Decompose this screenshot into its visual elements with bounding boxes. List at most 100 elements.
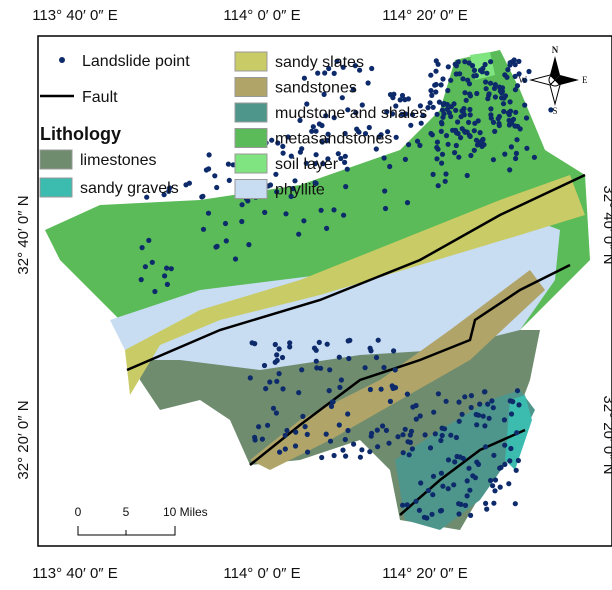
landslide-point [472, 148, 477, 153]
landslide-point [446, 457, 451, 462]
landslide-point [430, 492, 435, 497]
landslide-point [410, 404, 415, 409]
legend-swatch [235, 180, 267, 199]
landslide-point [435, 140, 440, 145]
landslide-point [433, 69, 438, 74]
landslide-point [506, 481, 511, 486]
right-label: 32° 40′ 0″ N [600, 185, 612, 264]
landslide-point [384, 428, 389, 433]
landslide-point [439, 471, 444, 476]
landslide-point [332, 71, 337, 76]
landslide-point [327, 367, 332, 372]
landslide-point [502, 462, 507, 467]
landslide-point [488, 81, 493, 86]
landslide-point [337, 355, 342, 360]
landslide-point [300, 414, 305, 419]
landslide-point [458, 135, 463, 140]
landslide-point [263, 386, 268, 391]
landslide-point [400, 503, 405, 508]
landslide-point [473, 475, 478, 480]
scale-label: 5 [123, 505, 130, 519]
landslide-point [312, 346, 317, 351]
landslide-point [319, 123, 324, 128]
top-label: 113° 40′ 0″ E [32, 7, 118, 24]
landslide-point [452, 459, 457, 464]
landslide-point [256, 424, 261, 429]
landslide-point [483, 79, 488, 84]
landslide-point [224, 238, 229, 243]
landslide-point [514, 151, 519, 156]
landslide-point [406, 142, 411, 147]
landslide-point [467, 107, 472, 112]
landslide-point [277, 371, 282, 376]
landslide-point [393, 367, 398, 372]
landslide-point [491, 501, 496, 506]
landslide-point [329, 404, 334, 409]
landslide-point [319, 208, 324, 213]
landslide-point [164, 266, 169, 271]
landslide-point [456, 511, 461, 516]
landslide-point [212, 173, 217, 178]
landslide-point [482, 389, 487, 394]
landslide-point [512, 57, 517, 62]
landslide-point [465, 478, 470, 483]
landslide-point [438, 438, 443, 443]
landslide-point [239, 219, 244, 224]
landslide-point [472, 68, 477, 73]
landslide-point [303, 424, 308, 429]
landslide-point [388, 399, 393, 404]
landslide-point [491, 120, 496, 125]
legend-title: Lithology [40, 124, 121, 144]
landslide-point [488, 478, 493, 483]
landslide-point [431, 410, 436, 415]
landslide-point [443, 179, 448, 184]
landslide-point [468, 112, 473, 117]
landslide-point [343, 184, 348, 189]
landslide-point [260, 437, 265, 442]
landslide-point [501, 109, 506, 114]
landslide-point [413, 499, 418, 504]
landslide-point [305, 450, 310, 455]
landslide-point [465, 173, 470, 178]
landslide-point [457, 419, 462, 424]
landslide-point [465, 493, 470, 498]
landslide-point [375, 428, 380, 433]
landslide-point [514, 468, 519, 473]
landslide-point [368, 387, 373, 392]
landslide-point [267, 379, 272, 384]
landslide-point [287, 344, 292, 349]
landslide-point [514, 430, 519, 435]
landslide-point [268, 182, 273, 187]
landslide-point [284, 428, 289, 433]
landslide-point [428, 445, 433, 450]
landslide-point [498, 485, 503, 490]
landslide-point [298, 150, 303, 155]
landslide-point [375, 444, 380, 449]
legend-label: phyllite [275, 182, 325, 199]
landslide-point [462, 90, 467, 95]
landslide-point [368, 348, 373, 353]
landslide-point [315, 71, 320, 76]
landslide-point [169, 266, 174, 271]
landslide-point [468, 93, 473, 98]
landslide-point [509, 121, 514, 126]
landslide-point [227, 178, 232, 183]
landslide-point [526, 69, 531, 74]
landslide-point [280, 355, 285, 360]
landslide-point [428, 88, 433, 93]
legend-label: sandy slates [275, 54, 364, 71]
landslide-point [417, 508, 422, 513]
landslide-point [280, 386, 285, 391]
landslide-point [429, 93, 434, 98]
landslide-point [139, 277, 144, 282]
legend-swatch [235, 103, 267, 122]
landslide-point [400, 432, 405, 437]
landslide-point [487, 91, 492, 96]
landslide-point [301, 218, 306, 223]
landslide-point [271, 406, 276, 411]
landslide-point [454, 71, 459, 76]
landslide-point [457, 454, 462, 459]
landslide-point [481, 142, 486, 147]
landslide-point [433, 89, 438, 94]
landslide-point [143, 264, 148, 269]
